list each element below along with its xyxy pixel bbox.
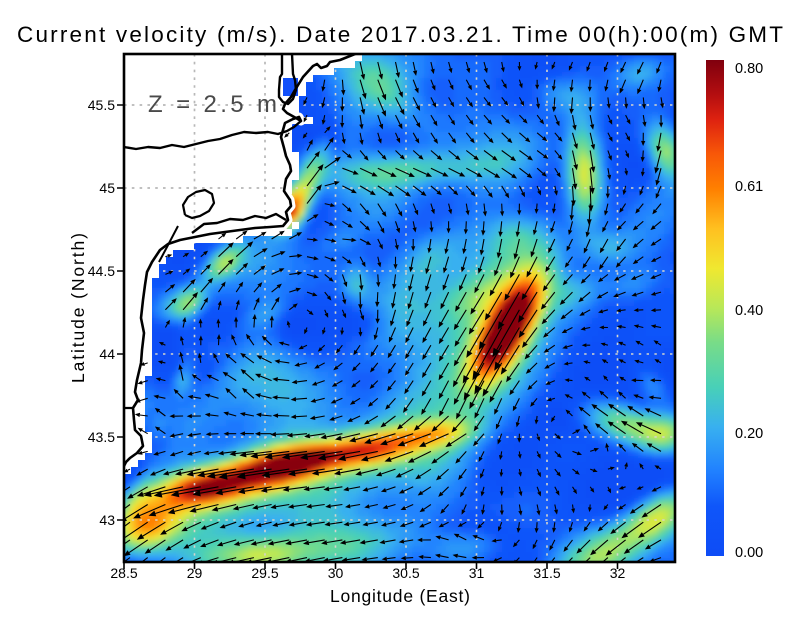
svg-text:0.40: 0.40 bbox=[735, 303, 763, 319]
svg-text:0.80: 0.80 bbox=[735, 61, 763, 77]
svg-text:29.5: 29.5 bbox=[251, 565, 278, 581]
svg-text:28.5: 28.5 bbox=[110, 565, 137, 581]
svg-text:44: 44 bbox=[99, 346, 115, 362]
svg-text:45: 45 bbox=[99, 180, 115, 196]
svg-text:0.61: 0.61 bbox=[735, 179, 763, 195]
svg-text:43: 43 bbox=[99, 512, 115, 528]
svg-text:0.20: 0.20 bbox=[735, 426, 763, 442]
svg-text:44.5: 44.5 bbox=[88, 263, 115, 279]
svg-text:Z = 2.5 m: Z = 2.5 m bbox=[148, 91, 277, 118]
svg-text:43.5: 43.5 bbox=[88, 429, 115, 445]
svg-text:30.5: 30.5 bbox=[392, 565, 419, 581]
svg-text:32: 32 bbox=[610, 565, 626, 581]
svg-text:Longitude (East): Longitude (East) bbox=[330, 586, 470, 606]
svg-text:0.00: 0.00 bbox=[735, 545, 763, 561]
svg-text:29: 29 bbox=[187, 565, 203, 581]
svg-text:45.5: 45.5 bbox=[88, 97, 115, 113]
svg-text:31: 31 bbox=[469, 565, 485, 581]
svg-text:Current velocity (m/s). Date 2: Current velocity (m/s). Date 2017.03.21.… bbox=[17, 22, 783, 47]
svg-text:31.5: 31.5 bbox=[533, 565, 560, 581]
svg-text:30: 30 bbox=[328, 565, 344, 581]
svg-text:Latitude (North): Latitude (North) bbox=[68, 233, 88, 383]
